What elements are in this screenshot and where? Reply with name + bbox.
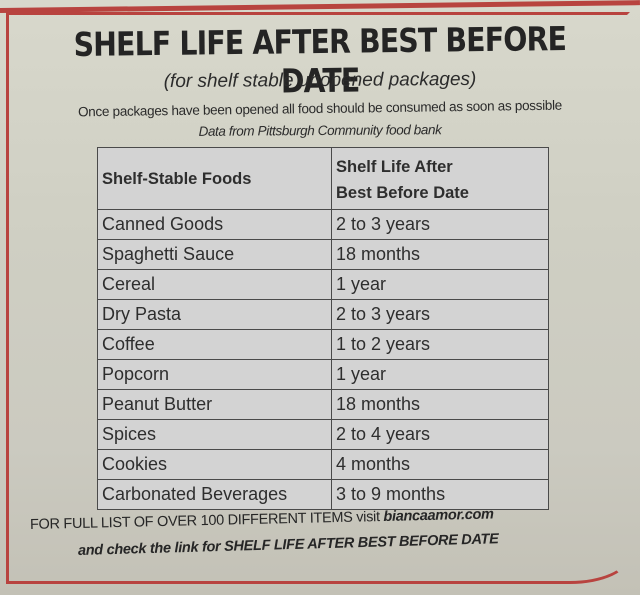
- shelf-life-cell: 1 year: [331, 269, 549, 300]
- food-name-cell: Cookies: [97, 449, 332, 480]
- subtitle: (for shelf stable unopened packages): [163, 68, 477, 93]
- table-row: Peanut Butter 18 months: [97, 389, 549, 420]
- table-row: Coffee 1 to 2 years: [97, 329, 549, 360]
- shelf-life-cell: 4 months: [331, 449, 549, 480]
- food-name-cell: Spices: [97, 419, 332, 450]
- food-name-cell: Spaghetti Sauce: [97, 239, 332, 270]
- table-row: Popcorn 1 year: [97, 359, 549, 390]
- food-name-cell: Dry Pasta: [97, 299, 332, 330]
- food-name-cell: Cereal: [97, 269, 332, 300]
- table-row: Cookies 4 months: [97, 449, 549, 480]
- shelf-life-cell: 2 to 4 years: [331, 419, 549, 450]
- food-name-cell: Carbonated Beverages: [97, 479, 332, 510]
- table-row: Canned Goods 2 to 3 years: [97, 209, 549, 240]
- shelf-life-cell: 1 year: [331, 359, 549, 390]
- column-header-line-2: Best Before Date: [336, 183, 469, 202]
- table-row: Spices 2 to 4 years: [97, 419, 549, 450]
- shelf-life-table: Shelf-Stable Foods Shelf Life After Best…: [97, 147, 549, 510]
- red-frame-border: [6, 12, 630, 584]
- shelf-life-cell: 3 to 9 months: [331, 479, 549, 510]
- food-name-cell: Canned Goods: [97, 209, 332, 240]
- table-row: Carbonated Beverages 3 to 9 months: [97, 479, 549, 510]
- table-header-row: Shelf-Stable Foods Shelf Life After Best…: [97, 147, 549, 210]
- column-header-foods: Shelf-Stable Foods: [97, 147, 332, 210]
- footer-website-link[interactable]: biancaamor.com: [383, 506, 494, 525]
- shelf-life-cell: 2 to 3 years: [331, 209, 549, 240]
- food-name-cell: Coffee: [97, 329, 332, 360]
- column-header-shelf-life: Shelf Life After Best Before Date: [331, 147, 549, 210]
- table-row: Cereal 1 year: [97, 269, 549, 300]
- food-name-cell: Popcorn: [97, 359, 332, 390]
- food-name-cell: Peanut Butter: [97, 389, 332, 420]
- shelf-life-cell: 2 to 3 years: [331, 299, 549, 330]
- table-row: Spaghetti Sauce 18 months: [97, 239, 549, 270]
- shelf-life-cell: 18 months: [331, 389, 549, 420]
- table-row: Dry Pasta 2 to 3 years: [97, 299, 549, 330]
- shelf-life-cell: 1 to 2 years: [331, 329, 549, 360]
- shelf-life-cell: 18 months: [331, 239, 549, 270]
- column-header-line-1: Shelf Life After: [336, 157, 453, 176]
